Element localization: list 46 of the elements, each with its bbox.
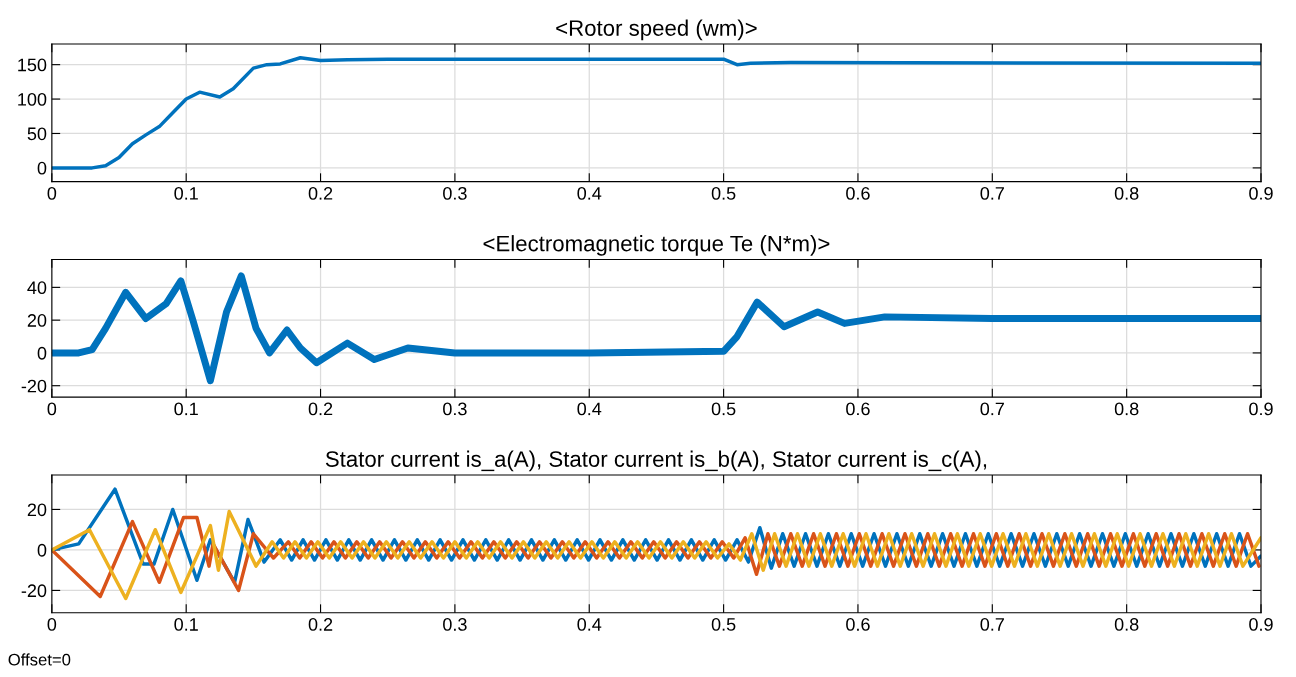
x-tick-label: 0.7 [980,402,1004,416]
x-tick-label: 0.6 [846,618,870,631]
x-tick-label: 0.2 [308,618,333,631]
y-tick-label: 40 [27,281,47,295]
x-tick-label: 0 [47,187,57,200]
x-tick-label: 0.9 [1249,187,1273,200]
x-tick-label: 0.7 [980,187,1004,200]
y-tick-label: 0 [37,346,47,360]
x-tick-label: 0.1 [174,402,198,416]
y-tick-label: 0 [37,161,47,175]
x-tick-label: 0.3 [443,618,467,631]
x-tick-label: 0.9 [1249,402,1273,416]
x-tick-label: 0.6 [846,402,870,416]
x-tick-label: 0.8 [1114,187,1139,200]
x-tick-label: 0.2 [308,402,333,416]
text: Offset=0 [8,653,71,666]
x-tick-label: 0.4 [577,618,602,631]
x-tick-label: 0.3 [443,402,467,416]
y-tick-label: 50 [27,127,47,141]
x-tick-label: 0.4 [577,402,602,416]
x-tick-label: 0.8 [1114,618,1139,631]
x-tick-label: 0.9 [1249,618,1273,631]
y-tick-label: 20 [27,503,47,517]
chart-title: <Rotor speed (wm)> [556,19,757,41]
y-tick-label: -20 [21,379,47,393]
chart-title: <Electromagnetic torque Te (N*m)> [483,235,830,256]
x-tick-label: 0.8 [1114,402,1139,416]
x-tick-label: 0.5 [711,618,736,631]
y-tick-label: -20 [21,584,47,598]
chart-title: Stator current is_a(A), Stator current is_b(A), Stator current is_c(A), [325,450,987,472]
x-tick-label: 0.5 [711,402,736,416]
x-tick-label: 0.2 [308,187,333,200]
x-tick-label: 0.1 [174,618,198,631]
y-tick-label: 0 [37,543,47,557]
y-tick-label: 20 [27,314,47,327]
line-series [51,56,1262,170]
y-tick-label: 100 [18,93,47,106]
y-tick-label: 150 [18,58,47,72]
x-tick-label: 0.6 [846,187,870,200]
x-tick-label: 0.7 [980,618,1004,631]
x-tick-label: 0 [47,402,57,416]
x-tick-label: 0.4 [577,187,602,200]
x-tick-label: 0 [47,618,57,631]
x-tick-label: 0.3 [443,187,467,200]
x-tick-label: 0.5 [711,187,736,200]
x-tick-label: 0.1 [174,187,198,200]
